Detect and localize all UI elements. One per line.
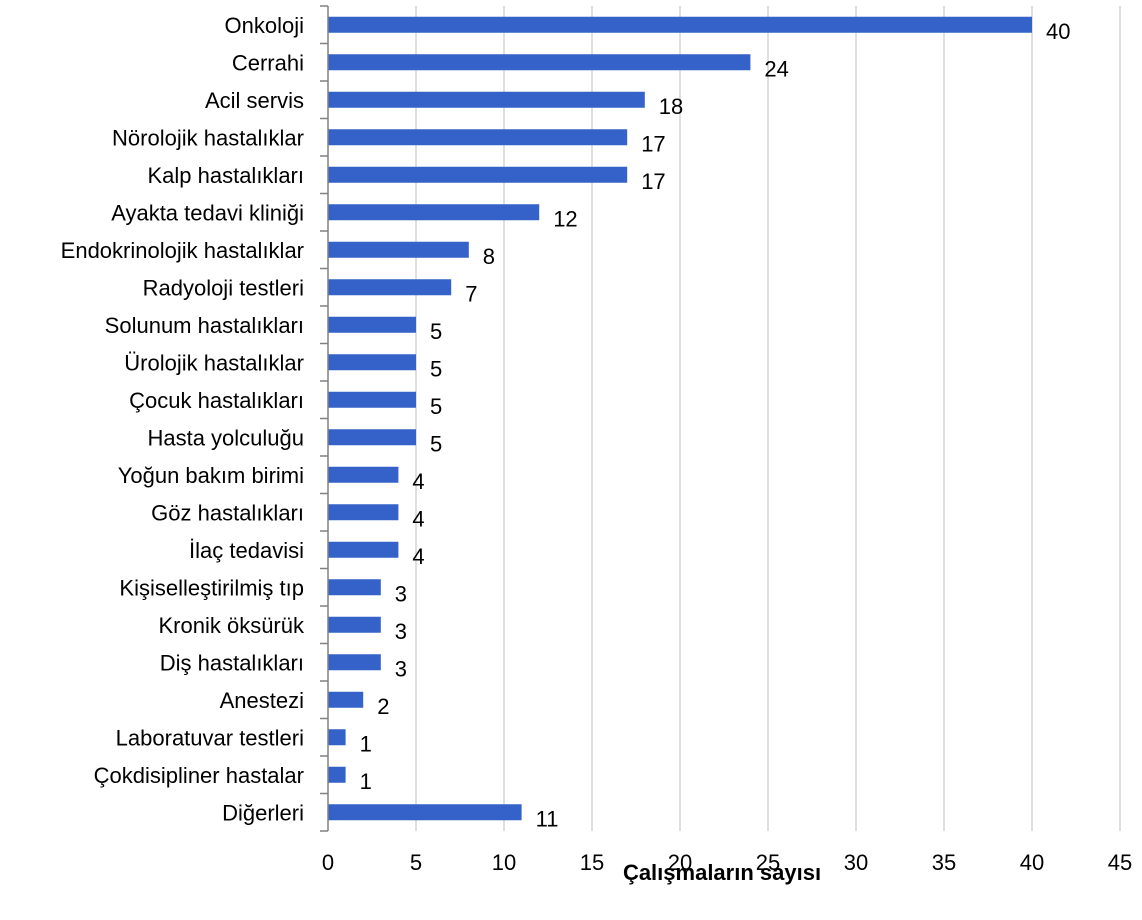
- x-tick-label: 10: [492, 850, 516, 875]
- data-label: 3: [395, 656, 407, 681]
- bar: [328, 316, 416, 333]
- x-tick-label: 35: [932, 850, 956, 875]
- data-label: 7: [465, 281, 477, 306]
- bar: [328, 391, 416, 408]
- category-label: Kronik öksürük: [158, 613, 305, 638]
- category-label: Kalp hastalıkları: [147, 163, 304, 188]
- x-axis-title: Çalışmaların sayısı: [623, 860, 821, 885]
- category-label: Çokdisipliner hastalar: [94, 763, 304, 788]
- bar: [328, 654, 381, 671]
- x-tick-label: 25: [756, 850, 780, 875]
- category-label: Endokrinolojik hastalıklar: [61, 238, 304, 263]
- x-tick-label: 40: [1020, 850, 1044, 875]
- data-label: 8: [483, 244, 495, 269]
- bars: [328, 16, 1032, 821]
- bar: [328, 729, 346, 746]
- bar: [328, 541, 399, 558]
- category-label: Cerrahi: [232, 50, 304, 75]
- x-tick-label: 30: [844, 850, 868, 875]
- bar: [328, 54, 751, 71]
- category-label: Anestezi: [220, 688, 304, 713]
- x-tick-label: 5: [410, 850, 422, 875]
- bar: [328, 91, 645, 108]
- data-label: 5: [430, 394, 442, 419]
- bar: [328, 691, 364, 708]
- category-label: Diş hastalıkları: [160, 650, 304, 675]
- bar: [328, 241, 469, 258]
- category-label: Göz hastalıkları: [151, 500, 304, 525]
- data-label: 5: [430, 356, 442, 381]
- bar: [328, 429, 416, 446]
- data-label: 5: [430, 431, 442, 456]
- data-label: 3: [395, 581, 407, 606]
- category-label: Nörolojik hastalıklar: [112, 125, 304, 150]
- category-label: Acil servis: [205, 88, 304, 113]
- category-label: İlaç tedavisi: [189, 538, 304, 563]
- data-label: 40: [1046, 19, 1070, 44]
- data-label: 17: [641, 169, 665, 194]
- category-label: Diğerleri: [222, 800, 304, 825]
- category-label: Ayakta tedavi kliniği: [111, 200, 304, 225]
- bar: [328, 204, 540, 221]
- bar: [328, 166, 628, 183]
- bar: [328, 579, 381, 596]
- bar: [328, 279, 452, 296]
- category-label: Çocuk hastalıkları: [129, 388, 304, 413]
- data-label: 17: [641, 131, 665, 156]
- data-label: 4: [412, 506, 424, 531]
- data-label: 3: [395, 619, 407, 644]
- category-label: Radyoloji testleri: [143, 275, 304, 300]
- data-label: 5: [430, 319, 442, 344]
- data-label: 11: [536, 806, 559, 831]
- bar: [328, 504, 399, 521]
- bar: [328, 16, 1032, 33]
- data-label: 24: [764, 56, 788, 81]
- category-label: Yoğun bakım birimi: [118, 463, 304, 488]
- bar: [328, 804, 522, 821]
- category-label: Hasta yolculuğu: [147, 425, 304, 450]
- bar: [328, 129, 628, 146]
- x-tick-label: 20: [668, 850, 692, 875]
- bar: [328, 466, 399, 483]
- category-label: Kişiselleştirilmiş tıp: [119, 575, 304, 600]
- data-label: 1: [360, 731, 372, 756]
- x-tick-label: 0: [322, 850, 334, 875]
- bar: [328, 766, 346, 783]
- category-label: Onkoloji: [225, 13, 304, 38]
- data-label: 4: [412, 544, 424, 569]
- x-tick-label: 45: [1108, 850, 1132, 875]
- data-label: 4: [412, 469, 424, 494]
- data-label: 1: [360, 769, 372, 794]
- category-label: Solunum hastalıkları: [105, 313, 304, 338]
- bar: [328, 354, 416, 371]
- data-label: 2: [377, 694, 389, 719]
- axes: [320, 5, 329, 832]
- x-tick-label: 15: [580, 850, 604, 875]
- data-label: 18: [659, 94, 683, 119]
- category-label: Laboratuvar testleri: [116, 725, 304, 750]
- bar: [328, 616, 381, 633]
- data-label: 12: [553, 206, 577, 231]
- category-label: Ürolojik hastalıklar: [124, 350, 304, 375]
